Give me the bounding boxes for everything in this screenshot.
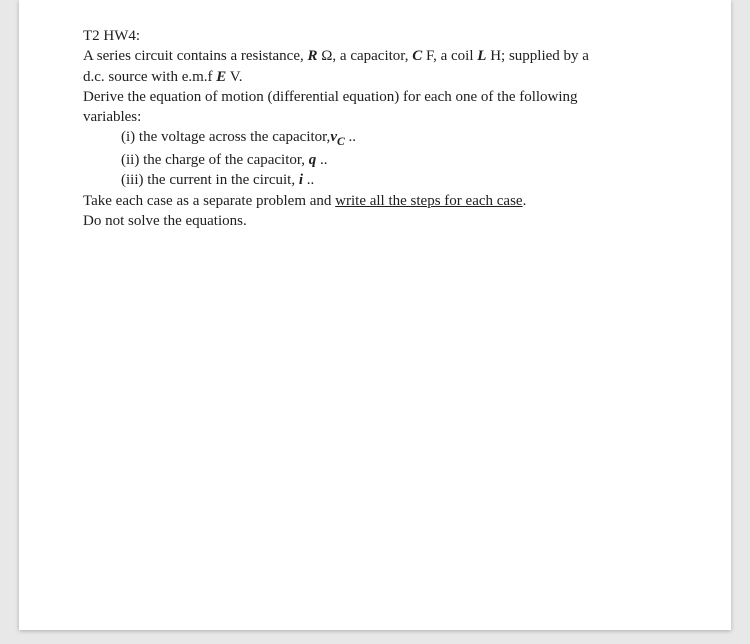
item-iii: (iii) the current in the circuit, i .. <box>83 170 677 190</box>
problem-line-4: variables: <box>83 107 677 127</box>
item-i: (i) the voltage across the capacitor,vC … <box>83 127 677 150</box>
text: .. <box>316 152 327 168</box>
text: Ω, a capacitor, <box>318 48 413 64</box>
text: H; supplied by a <box>486 48 589 64</box>
text: .. <box>303 172 314 188</box>
item-ii: (ii) the charge of the capacitor, q .. <box>83 150 677 170</box>
sym-C: C <box>412 48 422 64</box>
problem-line-3: Derive the equation of motion (different… <box>83 87 677 107</box>
instruction-line-1: Take each case as a separate problem and… <box>83 191 677 211</box>
problem-line-1: A series circuit contains a resistance, … <box>83 46 677 66</box>
sym-v: v <box>330 129 337 145</box>
text: (i) the voltage across the capacitor, <box>121 129 330 145</box>
text: d.c. source with e.m.f <box>83 69 216 85</box>
underlined-text: write all the steps for each case <box>335 193 522 209</box>
instruction-line-2: Do not solve the equations. <box>83 211 677 231</box>
text: (iii) the current in the circuit, <box>121 172 299 188</box>
sym-R: R <box>308 48 318 64</box>
text: Take each case as a separate problem and <box>83 193 335 209</box>
text: (ii) the charge of the capacitor, <box>121 152 309 168</box>
text: . <box>523 193 527 209</box>
hw-title: T2 HW4: <box>83 26 677 46</box>
text: A series circuit contains a resistance, <box>83 48 308 64</box>
text: .. <box>345 129 356 145</box>
sym-E: E <box>216 69 226 85</box>
text: F, a coil <box>422 48 477 64</box>
problem-line-2: d.c. source with e.m.f E V. <box>83 67 677 87</box>
text: V. <box>226 69 242 85</box>
document-page: T2 HW4: A series circuit contains a resi… <box>19 0 731 630</box>
sym-v-sub: C <box>337 135 345 148</box>
